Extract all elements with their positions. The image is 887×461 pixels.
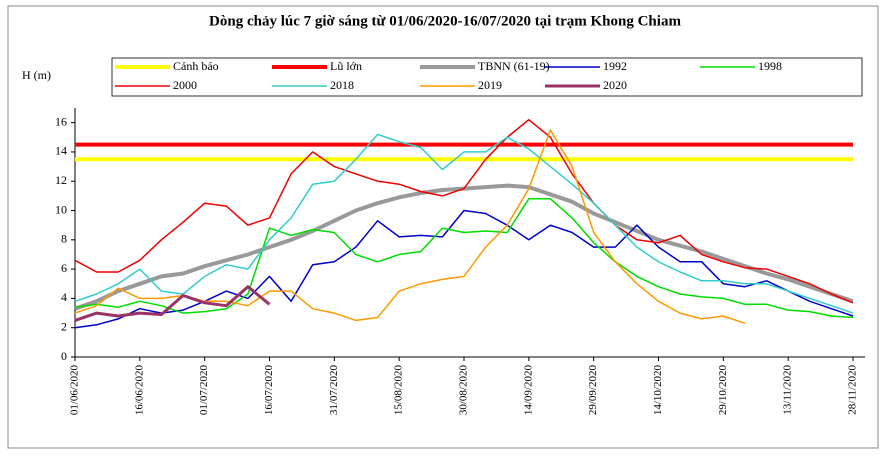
legend-label: 2020 xyxy=(603,78,627,92)
x-tick-label: 16/06/2020 xyxy=(133,365,145,416)
y-tick-label: 12 xyxy=(55,173,67,187)
y-axis-label: H (m) xyxy=(22,68,51,82)
legend-label: 1992 xyxy=(603,59,627,73)
legend-label: Lũ lớn xyxy=(330,59,362,73)
series-line xyxy=(74,285,271,322)
x-tick-label: 31/07/2020 xyxy=(328,365,340,416)
y-tick-label: 10 xyxy=(55,202,67,216)
x-tick-label: 29/10/2020 xyxy=(717,365,729,416)
legend-label: 2000 xyxy=(173,78,197,92)
y-tick-label: 8 xyxy=(61,232,67,246)
y-tick-label: 0 xyxy=(61,349,67,363)
chart-title: Dòng chảy lúc 7 giờ sáng từ 01/06/2020-1… xyxy=(209,13,681,29)
legend-label: 2019 xyxy=(478,78,502,92)
legend-box xyxy=(111,57,863,97)
series-line xyxy=(74,118,854,304)
x-tick-label: 16/07/2020 xyxy=(263,365,275,416)
y-tick-label: 16 xyxy=(55,114,67,128)
x-tick-label: 30/08/2020 xyxy=(458,365,470,416)
legend-label: 2018 xyxy=(330,78,354,92)
x-tick-label: 28/11/2020 xyxy=(847,365,859,415)
legend-label: TBNN (61-19) xyxy=(478,59,550,73)
series-line xyxy=(74,133,854,314)
x-tick-label: 01/07/2020 xyxy=(198,365,210,416)
x-tick-label: 13/11/2020 xyxy=(782,365,794,415)
y-tick-label: 14 xyxy=(55,144,67,158)
legend-label: 1998 xyxy=(758,59,782,73)
x-tick-label: 14/09/2020 xyxy=(522,365,534,416)
legend-label: Cảnh báo xyxy=(173,59,219,73)
x-tick-label: 14/10/2020 xyxy=(652,365,664,416)
y-tick-label: 6 xyxy=(61,261,67,275)
x-tick-label: 01/06/2020 xyxy=(69,365,81,416)
y-tick-label: 2 xyxy=(61,319,67,333)
y-tick-label: 4 xyxy=(61,290,67,304)
x-tick-label: 15/08/2020 xyxy=(393,365,405,416)
x-tick-label: 29/09/2020 xyxy=(587,365,599,416)
series-line xyxy=(74,198,854,319)
